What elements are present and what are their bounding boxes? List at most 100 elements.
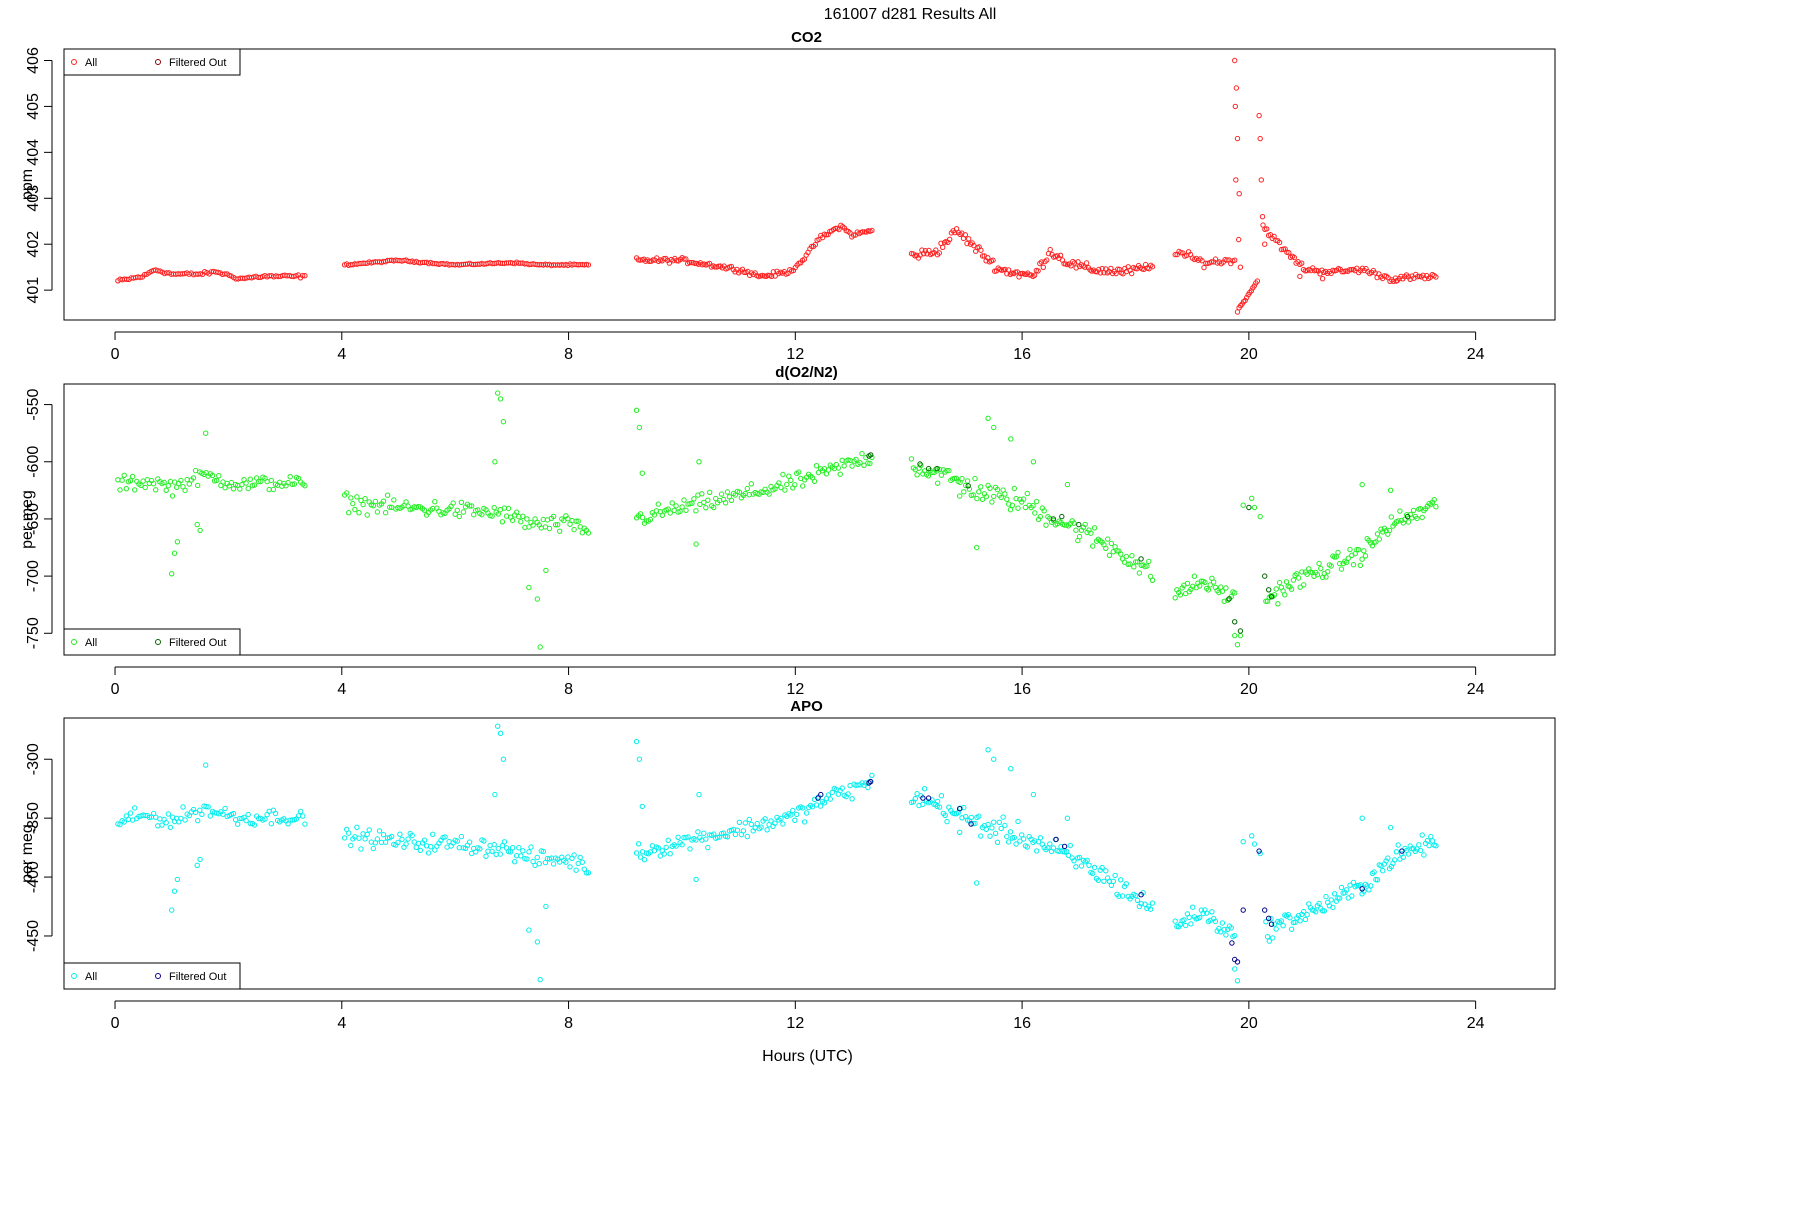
data-point (633, 738, 640, 745)
data-point (762, 816, 768, 822)
data-point (1037, 513, 1044, 520)
data-point (1090, 870, 1096, 877)
data-point (1262, 573, 1268, 579)
data-point (157, 816, 163, 822)
data-point (1256, 112, 1262, 119)
data-point (1149, 900, 1156, 906)
data-point (667, 510, 673, 516)
data-point (860, 229, 866, 235)
data-point (996, 819, 1002, 825)
data-point (686, 259, 693, 266)
data-point (583, 870, 590, 876)
data-point (1144, 563, 1150, 569)
data-point (1405, 519, 1412, 525)
data-point (1129, 553, 1135, 559)
figure-title: 161007 d281 Results All (824, 6, 997, 23)
data-point (788, 812, 794, 818)
data-point (974, 544, 980, 551)
data-point (832, 225, 839, 232)
y-tick-label: 402 (25, 231, 42, 258)
data-point (1236, 191, 1242, 197)
data-point (989, 825, 995, 831)
data-point (1232, 619, 1238, 625)
data-point (669, 500, 675, 506)
data-point (473, 849, 479, 855)
data-point (458, 833, 465, 840)
data-point (117, 487, 123, 493)
data-point (171, 888, 178, 894)
y-tick-label: -550 (25, 388, 42, 420)
data-point (1134, 897, 1141, 903)
data-point (1118, 551, 1124, 557)
data-point (1113, 270, 1119, 277)
data-point (1136, 570, 1143, 576)
series-all (115, 57, 1439, 315)
legend: All Filtered Out (63, 628, 241, 656)
data-point (1030, 459, 1037, 465)
data-point (796, 469, 802, 475)
data-point (1246, 504, 1252, 511)
data-point (1108, 540, 1115, 547)
legend-marker (155, 639, 161, 645)
data-point (1297, 584, 1303, 590)
data-point (1002, 822, 1008, 829)
data-point (1034, 498, 1040, 505)
data-point (1254, 278, 1261, 284)
data-point (1395, 518, 1401, 524)
data-point (243, 480, 249, 486)
data-point (360, 501, 366, 508)
data-point (454, 507, 460, 513)
data-point (827, 796, 833, 802)
data-point (1264, 226, 1270, 232)
data-point (454, 838, 460, 844)
data-point (417, 847, 424, 854)
data-point (1337, 895, 1343, 901)
data-point (125, 816, 132, 822)
y-axis-label: per meg (19, 824, 36, 883)
data-point (1009, 502, 1016, 508)
data-point (195, 818, 201, 824)
data-point (127, 478, 134, 484)
data-point (792, 817, 798, 823)
data-point (868, 452, 874, 458)
data-point (1431, 497, 1437, 503)
data-point (518, 853, 524, 859)
data-point (764, 827, 770, 833)
data-point (1371, 869, 1377, 875)
data-point (123, 486, 130, 492)
data-point (1119, 893, 1126, 899)
x-tick-label: 16 (1013, 346, 1031, 363)
data-point (758, 489, 764, 495)
data-point (1278, 918, 1285, 924)
data-point (1355, 547, 1362, 553)
data-point (182, 817, 188, 823)
data-point (959, 475, 965, 482)
data-point (585, 262, 592, 268)
data-point (1031, 272, 1038, 278)
data-point (782, 487, 788, 493)
data-point (1256, 848, 1262, 854)
data-point (1008, 436, 1014, 442)
data-point (1172, 918, 1178, 924)
data-point (522, 856, 528, 862)
data-point (577, 854, 583, 861)
data-point (1030, 791, 1037, 798)
data-point (534, 596, 541, 602)
data-point (167, 824, 174, 831)
x-tick-label: 16 (1013, 681, 1031, 698)
data-point (477, 846, 483, 852)
data-point (382, 510, 389, 516)
data-point (1262, 907, 1268, 913)
data-point (352, 506, 358, 513)
data-point (1232, 932, 1238, 939)
data-point (849, 796, 855, 802)
data-point (1354, 882, 1360, 889)
x-tick-label: 12 (786, 346, 804, 363)
data-point (456, 513, 462, 520)
data-point (1421, 852, 1427, 858)
data-point (850, 232, 857, 238)
data-point (1385, 855, 1391, 861)
data-point (936, 804, 943, 810)
data-point (1084, 857, 1090, 863)
data-point (813, 463, 820, 469)
